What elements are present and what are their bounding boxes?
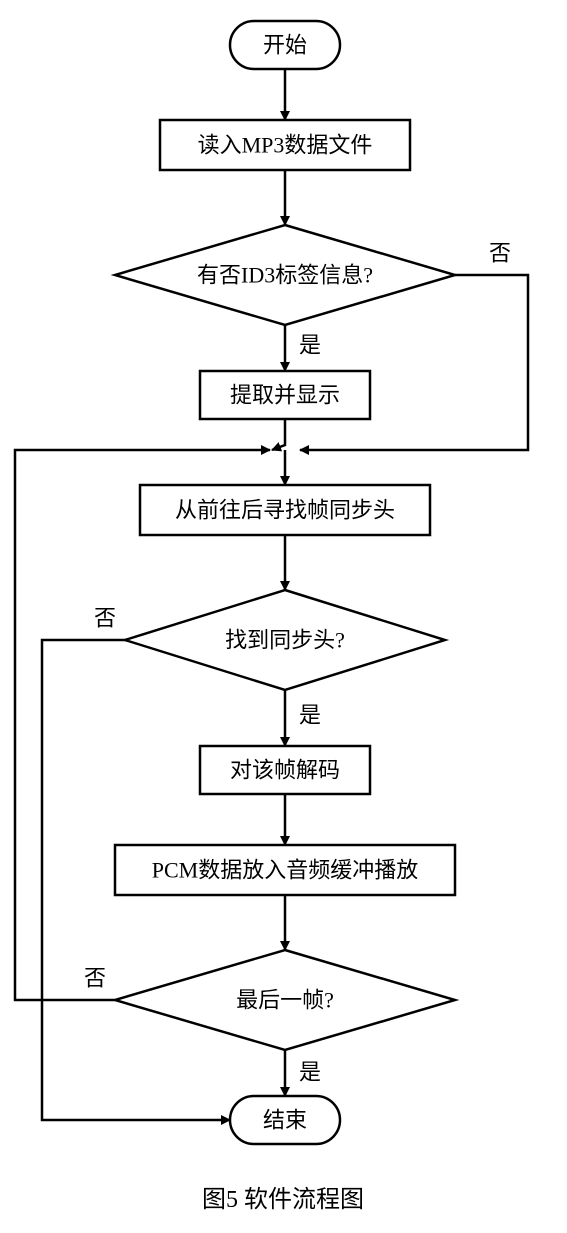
edge-extract-merge1 [272,419,285,450]
edge-label: 否 [94,606,116,631]
node-findsync: 从前往后寻找帧同步头 [140,485,430,535]
node-read: 读入MP3数据文件 [160,120,410,170]
edge-label: 是 [299,333,321,358]
edge-label: 是 [299,703,321,728]
edge-label: 否 [84,966,106,991]
node-label: 对该帧解码 [230,758,340,783]
node-label: 读入MP3数据文件 [198,133,373,158]
node-label: 从前往后寻找帧同步头 [175,498,395,523]
edge-label: 否 [489,241,511,266]
node-pcm: PCM数据放入音频缓冲播放 [115,845,455,895]
node-extract: 提取并显示 [200,371,370,419]
node-start: 开始 [230,21,340,69]
node-label: 最后一帧? [236,988,334,1013]
node-label: 找到同步头? [225,628,345,653]
node-label: 开始 [263,33,307,58]
node-lastq: 最后一帧? [115,950,455,1050]
node-label: 提取并显示 [230,383,340,408]
node-end: 结束 [230,1096,340,1144]
node-label: 有否ID3标签信息? [197,263,373,288]
flowchart-caption: 图5 软件流程图 [202,1186,364,1213]
flowchart: 是否是否是否 开始读入MP3数据文件有否ID3标签信息?提取并显示从前往后寻找帧… [0,0,567,1233]
node-label: PCM数据放入音频缓冲播放 [152,858,418,883]
edge-label: 是 [299,1060,321,1085]
node-decode: 对该帧解码 [200,746,370,794]
node-label: 结束 [263,1108,307,1133]
node-id3q: 有否ID3标签信息? [115,225,455,325]
node-foundq: 找到同步头? [125,590,445,690]
